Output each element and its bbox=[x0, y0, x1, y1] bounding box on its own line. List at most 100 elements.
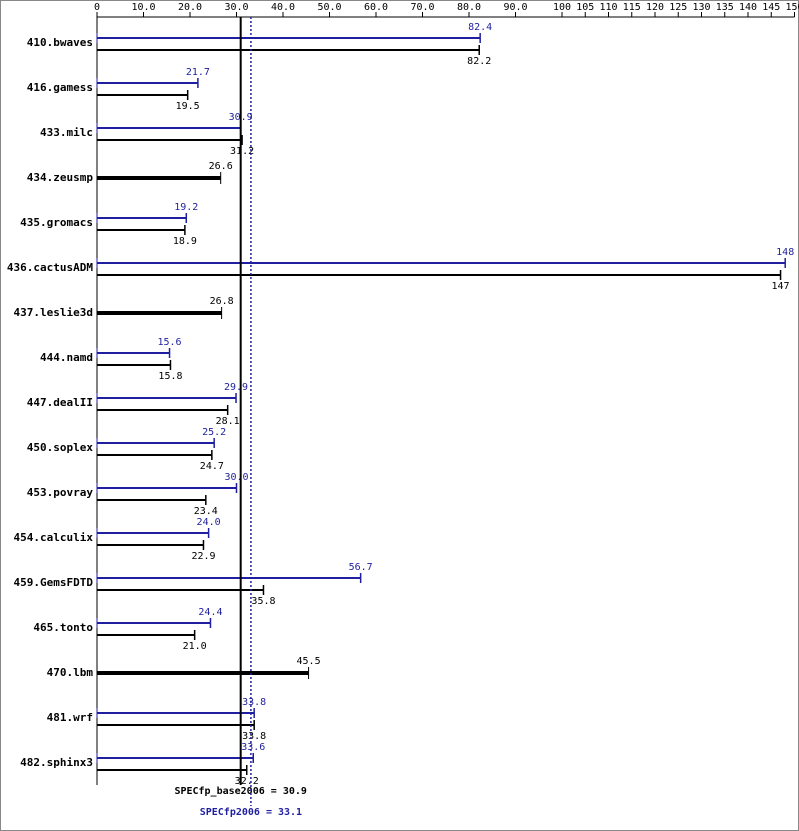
benchmark-label: 435.gromacs bbox=[20, 216, 93, 229]
bar bbox=[97, 532, 209, 534]
bar bbox=[97, 577, 361, 579]
value-label: 26.6 bbox=[209, 161, 233, 172]
x-tick-label: 125 bbox=[669, 2, 687, 13]
bar bbox=[97, 634, 195, 636]
value-label: 21.0 bbox=[183, 641, 207, 652]
reference-value: 33.1 bbox=[278, 807, 302, 818]
value-label: 33.8 bbox=[242, 697, 266, 708]
reference-label: SPECfp2006 = 33.1 bbox=[200, 807, 302, 818]
x-tick-label: 80.0 bbox=[457, 2, 481, 13]
x-tick-label: 50.0 bbox=[317, 2, 341, 13]
bar bbox=[97, 671, 309, 675]
value-label: 21.7 bbox=[186, 67, 210, 78]
value-label: 23.4 bbox=[194, 506, 218, 517]
value-label: 82.2 bbox=[467, 56, 491, 67]
value-label: 19.5 bbox=[176, 101, 200, 112]
benchmark-label: 437.leslie3d bbox=[14, 306, 93, 319]
value-label: 56.7 bbox=[349, 562, 373, 573]
reference-name: SPECfp2006 = bbox=[200, 807, 272, 818]
value-label: 82.4 bbox=[468, 22, 492, 33]
benchmark-label: 465.tonto bbox=[33, 621, 93, 634]
x-tick-label: 140 bbox=[739, 2, 757, 13]
bar bbox=[97, 127, 241, 129]
bar bbox=[97, 487, 237, 489]
bar bbox=[97, 397, 237, 399]
value-label: 148 bbox=[776, 247, 794, 258]
value-label: 19.2 bbox=[174, 202, 198, 213]
benchmark-label: 436.cactusADM bbox=[7, 261, 93, 274]
value-label: 24.0 bbox=[197, 517, 221, 528]
x-tick-label: 145 bbox=[762, 2, 780, 13]
x-tick-label: 150 bbox=[785, 2, 799, 13]
value-label: 15.6 bbox=[157, 337, 181, 348]
value-label: 24.4 bbox=[198, 607, 222, 618]
reference-name: SPECfp_base2006 = bbox=[174, 786, 276, 797]
x-tick-label: 10.0 bbox=[131, 2, 155, 13]
x-tick-label: 30.0 bbox=[224, 2, 248, 13]
bar bbox=[97, 217, 187, 219]
x-tick-label: 0 bbox=[94, 2, 100, 13]
x-tick-label: 40.0 bbox=[271, 2, 295, 13]
x-tick-label: 115 bbox=[623, 2, 641, 13]
bar bbox=[97, 769, 247, 771]
x-tick-label: 130 bbox=[692, 2, 710, 13]
bar bbox=[97, 94, 188, 96]
bar bbox=[97, 352, 170, 354]
value-label: 29.9 bbox=[224, 382, 248, 393]
bar bbox=[97, 229, 185, 231]
bar bbox=[97, 622, 211, 624]
value-label: 32.2 bbox=[235, 776, 259, 787]
bar bbox=[97, 82, 198, 84]
value-label: 18.9 bbox=[173, 236, 197, 247]
value-label: 147 bbox=[772, 281, 790, 292]
x-tick-label: 60.0 bbox=[364, 2, 388, 13]
value-label: 22.9 bbox=[191, 551, 215, 562]
bar bbox=[97, 176, 221, 180]
x-tick-label: 120 bbox=[646, 2, 664, 13]
x-tick-label: 135 bbox=[716, 2, 734, 13]
x-tick-label: 20.0 bbox=[178, 2, 202, 13]
x-tick-label: 100 bbox=[553, 2, 571, 13]
benchmark-label: 444.namd bbox=[40, 351, 93, 364]
value-label: 45.5 bbox=[297, 656, 321, 667]
bar bbox=[97, 311, 222, 315]
value-label: 31.2 bbox=[230, 146, 254, 157]
bar bbox=[97, 139, 243, 141]
bar bbox=[97, 499, 206, 501]
value-label: 33.6 bbox=[241, 742, 265, 753]
benchmark-label: 447.dealII bbox=[27, 396, 93, 409]
value-label: 30.0 bbox=[224, 472, 248, 483]
benchmark-label: 454.calculix bbox=[14, 531, 94, 544]
bar bbox=[97, 712, 255, 714]
bar bbox=[97, 49, 480, 51]
bar bbox=[97, 442, 215, 444]
benchmark-label: 482.sphinx3 bbox=[20, 756, 93, 769]
bar bbox=[97, 454, 212, 456]
value-label: 24.7 bbox=[200, 461, 224, 472]
x-tick-label: 105 bbox=[576, 2, 594, 13]
x-tick-label: 70.0 bbox=[410, 2, 434, 13]
benchmark-label: 434.zeusmp bbox=[27, 171, 94, 184]
x-tick-label: 90.0 bbox=[503, 2, 527, 13]
benchmark-label: 481.wrf bbox=[47, 711, 93, 724]
bar bbox=[97, 724, 255, 726]
bar bbox=[97, 757, 254, 759]
bar bbox=[97, 364, 171, 366]
value-label: 33.8 bbox=[242, 731, 266, 742]
benchmark-label: 459.GemsFDTD bbox=[14, 576, 94, 589]
benchmark-label: 453.povray bbox=[27, 486, 94, 499]
reference-label: SPECfp_base2006 = 30.9 bbox=[174, 786, 306, 797]
bar bbox=[97, 274, 781, 276]
benchmark-label: 410.bwaves bbox=[27, 36, 93, 49]
benchmark-label: 416.gamess bbox=[27, 81, 93, 94]
value-label: 25.2 bbox=[202, 427, 226, 438]
benchmark-label: 433.milc bbox=[40, 126, 93, 139]
x-tick-label: 110 bbox=[599, 2, 617, 13]
bar bbox=[97, 589, 264, 591]
reference-value: 30.9 bbox=[283, 786, 307, 797]
value-label: 35.8 bbox=[251, 596, 275, 607]
bar bbox=[97, 37, 481, 39]
